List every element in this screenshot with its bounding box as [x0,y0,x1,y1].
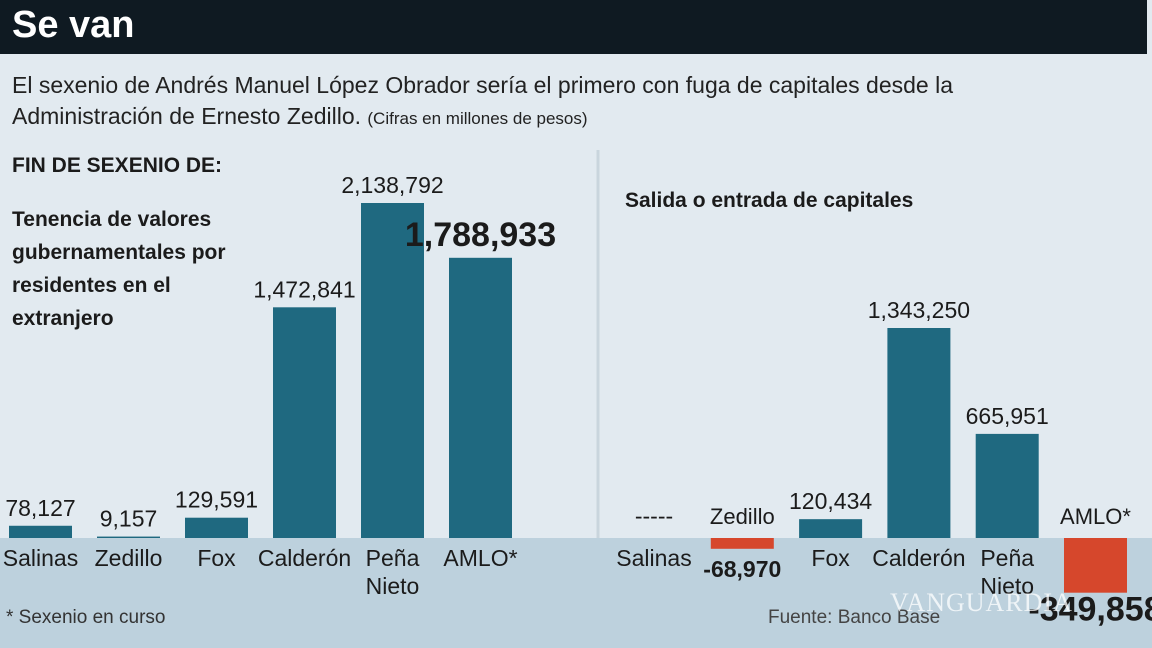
chart-title: Salida o entrada de capitales [625,189,914,212]
subtitle: El sexenio de Andrés Manuel López Obrado… [12,70,1072,134]
value-label: 665,951 [966,403,1049,429]
subtitle-text: El sexenio de Andrés Manuel López Obrado… [12,72,954,129]
bar [975,433,1039,538]
baseline-band [0,538,1152,648]
x-tick-label: Salinas [3,545,78,571]
x-tick-label: Calderón [872,545,965,571]
x-tick-label: AMLO* [443,545,517,571]
x-tick-label: Calderón [258,545,351,571]
bar [1064,538,1127,593]
value-label: 120,434 [789,488,872,514]
x-tick-label: Fox [811,545,850,571]
bar [449,257,512,538]
units-note: (Cifras en millones de pesos) [367,109,588,128]
bar [710,538,774,549]
value-label: -349,858 [1028,591,1152,629]
bar [887,328,951,538]
chart-title: Tenencia de valores gubernamentales por … [12,208,226,330]
value-label: 9,157 [100,506,158,532]
bar [9,525,72,538]
footnote: * Sexenio en curso [6,607,166,628]
value-label: 1,343,250 [868,297,970,323]
x-tick-label: Salinas [616,545,691,571]
value-label: ----- [635,503,673,529]
source: Fuente: Banco Base [768,607,941,628]
x-tick-label: Fox [197,545,236,571]
value-label: -68,970 [703,556,781,582]
x-tick-label: Zedillo [95,545,163,571]
title: Se van [12,4,135,46]
value-label: 78,127 [5,495,75,521]
value-label: 1,788,933 [405,216,556,254]
bar [97,536,160,538]
x-tick-label: AMLO* [1060,504,1131,529]
bar [273,307,336,538]
section-label: FIN DE SEXENIO DE: [12,154,223,177]
value-label: 1,472,841 [253,276,355,302]
x-tick-label: Peña Nieto [366,545,420,599]
bar [185,517,248,538]
x-tick-label: Peña Nieto [980,545,1034,599]
value-label: 2,138,792 [341,172,443,198]
bar [361,203,424,538]
bar [799,519,863,538]
value-label: 129,591 [175,487,258,513]
x-tick-label: Zedillo [710,504,775,529]
watermark: VANGUARDIA [890,588,1073,617]
header-bar [0,0,1147,54]
